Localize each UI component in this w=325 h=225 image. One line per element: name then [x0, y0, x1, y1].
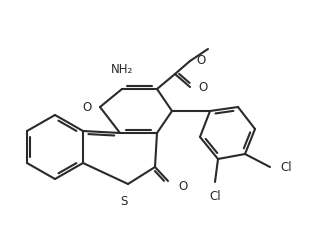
Text: S: S — [120, 194, 128, 207]
Text: Cl: Cl — [280, 161, 292, 174]
Text: O: O — [198, 81, 207, 94]
Text: O: O — [196, 53, 205, 66]
Text: Cl: Cl — [209, 189, 221, 202]
Text: O: O — [178, 180, 187, 193]
Text: NH₂: NH₂ — [111, 63, 133, 76]
Text: O: O — [83, 101, 92, 114]
